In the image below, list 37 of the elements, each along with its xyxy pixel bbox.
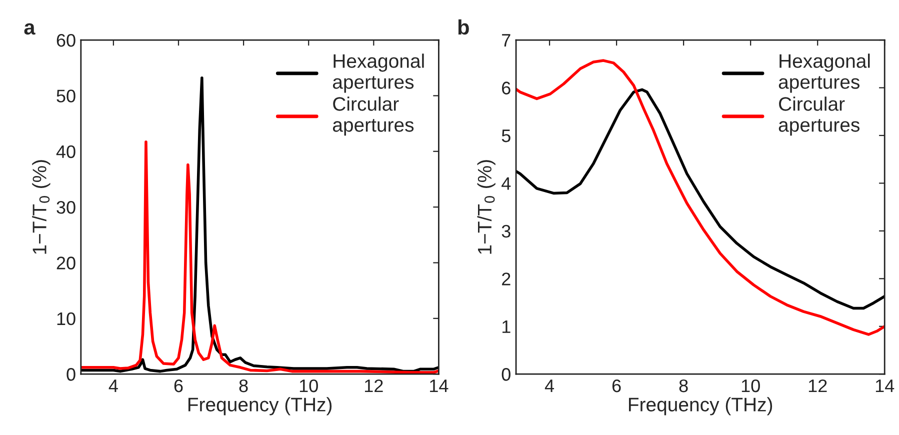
x-tick-label: 12: [808, 379, 827, 392]
x-tick-label: 8: [679, 379, 688, 392]
y-axis-title: 1−T/T$_{0}$ (%): [477, 160, 496, 254]
legend-label: Hexagonal apertures: [778, 54, 870, 93]
x-tick-label: 10: [742, 379, 760, 392]
x-axis-title: Frequency (THz): [628, 397, 772, 416]
y-tick-label: 7: [502, 34, 510, 47]
y-tick-label: 6: [502, 82, 510, 94]
y-tick-label: 10: [57, 312, 76, 326]
y-tick-label: 1: [502, 320, 510, 333]
y-tick-label: 3: [502, 224, 510, 238]
y-tick-label: 20: [56, 256, 76, 270]
y-tick-label: 2: [502, 272, 510, 286]
y-axis-title: 1−T/T$_{0}$ (%): [32, 160, 50, 254]
chart-title: a: [24, 23, 36, 35]
x-tick-label: 6: [174, 379, 183, 392]
x-tick-label: 4: [544, 380, 554, 392]
y-tick-label: 30: [56, 200, 76, 214]
y-tick-label: 50: [56, 90, 76, 102]
x-tick-label: 8: [239, 379, 248, 392]
x-axis-title: Frequency (THz): [188, 397, 332, 416]
x-tick-label: 10: [300, 379, 318, 392]
x-tick-label: 14: [430, 380, 448, 392]
y-tick-label: 40: [56, 145, 76, 158]
x-tick-label: 6: [612, 379, 621, 392]
y-tick-label: 0: [66, 368, 76, 381]
legend-label: Circular apertures: [778, 96, 860, 136]
x-tick-label: 4: [108, 380, 118, 392]
y-tick-label: 60: [56, 34, 76, 47]
x-tick-label: 12: [364, 379, 383, 392]
legend-label: Circular apertures: [332, 96, 414, 136]
chart-title: b: [458, 19, 469, 35]
y-tick-label: 5: [502, 130, 510, 142]
x-tick-label: 14: [876, 380, 894, 392]
y-tick-label: 4: [502, 177, 511, 190]
y-tick-label: 0: [502, 368, 510, 381]
legend-label: Hexagonal apertures: [332, 54, 424, 93]
